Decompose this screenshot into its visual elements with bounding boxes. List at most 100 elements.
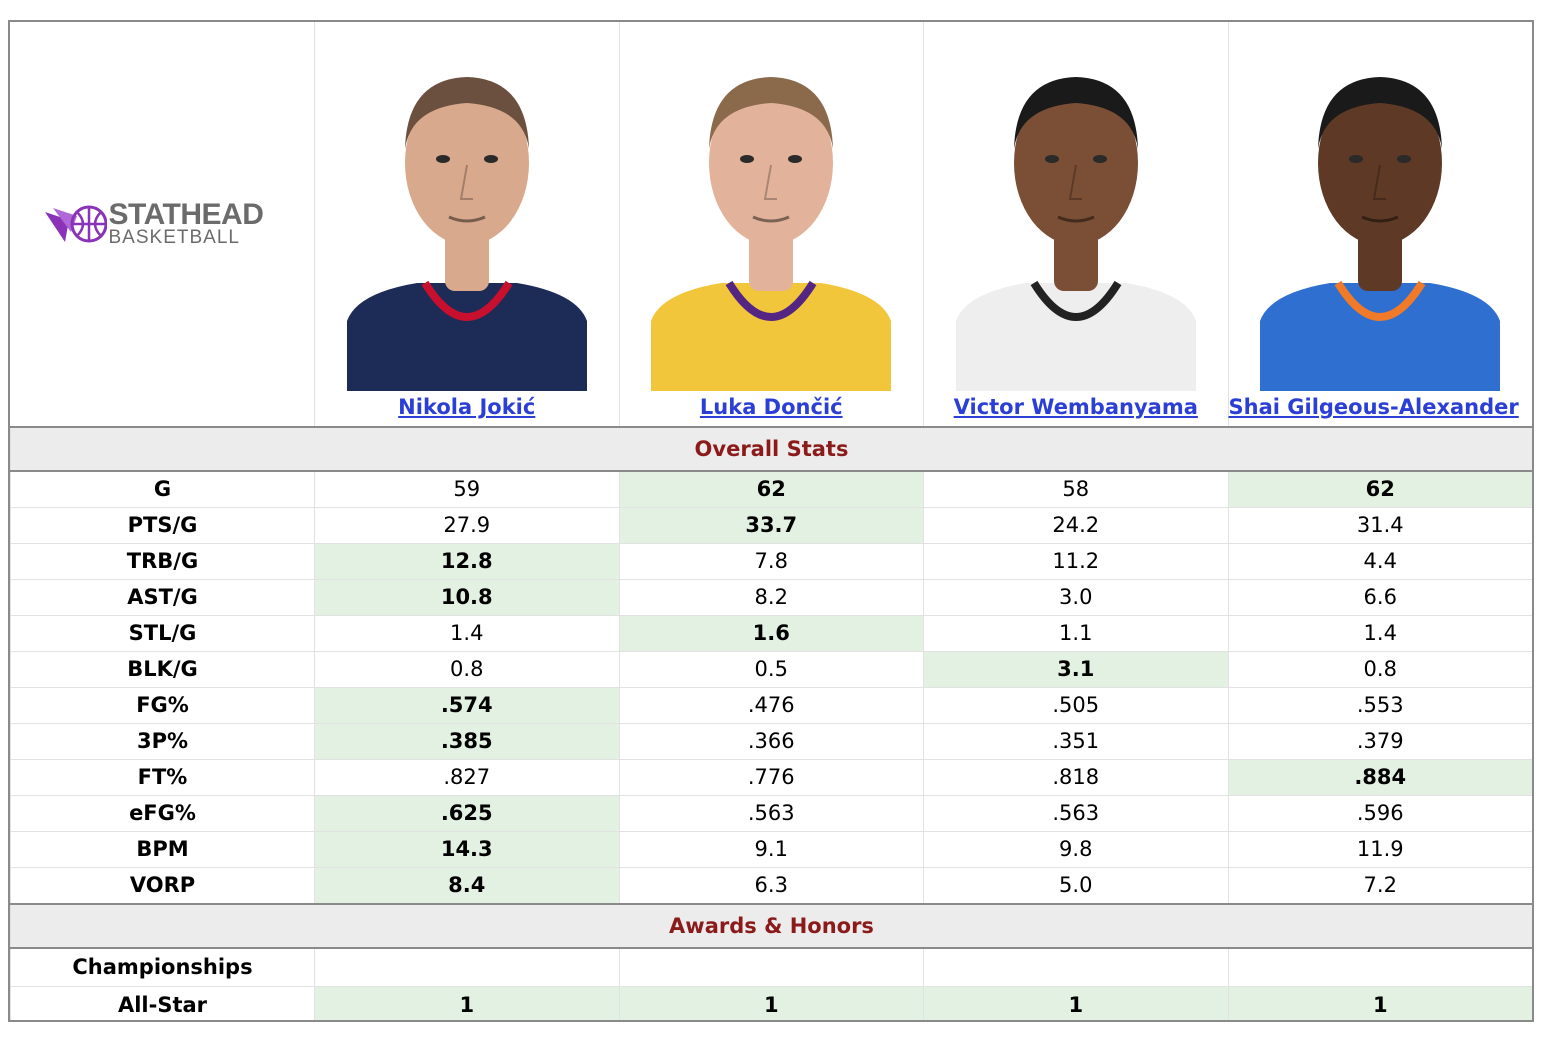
- stat-row: FG% .574.476.505.553: [10, 687, 1532, 724]
- stat-row: VORP 8.4 6.3 5.0 7.2: [10, 867, 1532, 905]
- row-label: BPM: [10, 831, 315, 868]
- award-row: All-Star 1 1 1 1: [10, 986, 1532, 1020]
- headshot-illustration: [1260, 31, 1501, 391]
- stat-value-cell: 1.6: [618, 615, 924, 652]
- stat-value-cell: 31.4: [1227, 507, 1532, 544]
- stat-value-cell: .351: [923, 723, 1229, 760]
- player-name-link[interactable]: Nikola Jokić: [398, 395, 536, 419]
- stat-value-cell: 10.8: [314, 579, 620, 616]
- awards-section-header: Awards & Honors: [10, 903, 1532, 949]
- headshot-illustration: [955, 31, 1196, 391]
- player-header-cell: Luka Dončić: [618, 22, 924, 428]
- stat-value-cell: 9.1: [618, 831, 924, 868]
- stat-value-cell: .827: [314, 759, 620, 796]
- stat-value-cell: 11.2: [923, 543, 1229, 580]
- stat-value-cell: [1227, 947, 1532, 987]
- stat-value-cell: [618, 947, 924, 987]
- player-name-link[interactable]: Luka Dončić: [699, 395, 843, 419]
- stat-value-cell: 0.8: [1227, 651, 1532, 688]
- row-label: Championships: [10, 947, 315, 987]
- headshot-illustration: [651, 31, 892, 391]
- player-comparison-table: STATHEAD BASKETBALL Nikola Jokić Luka Do…: [10, 22, 1532, 1020]
- stat-value-cell: .366: [618, 723, 924, 760]
- stat-value-cell: 1.4: [314, 615, 620, 652]
- section-title: Awards & Honors: [10, 903, 1532, 949]
- stat-value-cell: 33.7: [618, 507, 924, 544]
- stat-value-cell: 24.2: [923, 507, 1229, 544]
- stat-value-cell: 1: [618, 986, 924, 1020]
- stat-value-cell: 1: [314, 986, 620, 1020]
- section-title: Overall Stats: [10, 426, 1532, 472]
- stat-row: 3P% .385.366.351.379: [10, 723, 1532, 760]
- player-headshot: [1260, 31, 1501, 391]
- row-label: PTS/G: [10, 507, 315, 544]
- stat-value-cell: 59: [314, 470, 620, 508]
- row-label: FG%: [10, 687, 315, 724]
- stat-value-cell: 8.4: [314, 867, 620, 905]
- stat-value-cell: 0.8: [314, 651, 620, 688]
- row-label: eFG%: [10, 795, 315, 832]
- stat-value-cell: 1: [923, 986, 1229, 1020]
- stat-value-cell: 7.2: [1227, 867, 1532, 905]
- stat-value-cell: 6.6: [1227, 579, 1532, 616]
- player-header-row: STATHEAD BASKETBALL Nikola Jokić Luka Do…: [10, 22, 1532, 428]
- stat-row: BLK/G 0.8 0.5 3.1 0.8: [10, 651, 1532, 688]
- stat-value-cell: 58: [923, 470, 1229, 508]
- award-row: Championships: [10, 947, 1532, 987]
- stat-value-cell: 1.1: [923, 615, 1229, 652]
- stat-value-cell: 11.9: [1227, 831, 1532, 868]
- player-name-link[interactable]: Victor Wembanyama: [953, 395, 1198, 419]
- stat-value-cell: 3.1: [923, 651, 1229, 688]
- stat-row: AST/G 10.8 8.2 3.0 6.6: [10, 579, 1532, 616]
- row-label: VORP: [10, 867, 315, 905]
- stat-value-cell: .476: [618, 687, 924, 724]
- stat-value-cell: .379: [1227, 723, 1532, 760]
- player-name-link[interactable]: Shai Gilgeous-Alexander: [1228, 395, 1519, 419]
- stat-value-cell: .776: [618, 759, 924, 796]
- headshot-illustration: [346, 31, 587, 391]
- overall-stats-section-header: Overall Stats: [10, 426, 1532, 472]
- stat-value-cell: 1.4: [1227, 615, 1532, 652]
- stat-value-cell: .385: [314, 723, 620, 760]
- player-headshot: [346, 31, 587, 391]
- stat-value-cell: .563: [923, 795, 1229, 832]
- stat-value-cell: 62: [1227, 470, 1532, 508]
- player-header-cell: Victor Wembanyama: [923, 22, 1229, 428]
- player-header-cell: Shai Gilgeous-Alexander: [1227, 22, 1532, 428]
- row-label: STL/G: [10, 615, 315, 652]
- row-label: 3P%: [10, 723, 315, 760]
- stat-row: BPM 14.3 9.1 9.8 11.9: [10, 831, 1532, 868]
- player-headshot: [955, 31, 1196, 391]
- row-label: BLK/G: [10, 651, 315, 688]
- stat-value-cell: 7.8: [618, 543, 924, 580]
- logo-wordmark-bottom: BASKETBALL: [108, 227, 240, 248]
- stat-value-cell: .553: [1227, 687, 1532, 724]
- stat-row: TRB/G 12.8 7.8 11.2 4.4: [10, 543, 1532, 580]
- stat-value-cell: 9.8: [923, 831, 1229, 868]
- stat-value-cell: .563: [618, 795, 924, 832]
- row-label: FT%: [10, 759, 315, 796]
- stat-value-cell: 6.3: [618, 867, 924, 905]
- stat-value-cell: 27.9: [314, 507, 620, 544]
- stat-value-cell: .884: [1227, 759, 1532, 796]
- stat-value-cell: .625: [314, 795, 620, 832]
- row-label: TRB/G: [10, 543, 315, 580]
- stat-value-cell: [923, 947, 1229, 987]
- stat-value-cell: [314, 947, 620, 987]
- logo-cell: STATHEAD BASKETBALL: [10, 22, 315, 428]
- stat-value-cell: 5.0: [923, 867, 1229, 905]
- stat-value-cell: .574: [314, 687, 620, 724]
- stathead-logo: STATHEAD BASKETBALL: [43, 198, 315, 248]
- stat-value-cell: 12.8: [314, 543, 620, 580]
- stathead-basketball-icon: [44, 205, 107, 243]
- stat-row: PTS/G 27.9 33.7 24.2 31.4: [10, 507, 1532, 544]
- logo-wordmark-top: STATHEAD: [108, 198, 264, 231]
- player-header-cell: Nikola Jokić: [314, 22, 620, 428]
- stat-value-cell: 14.3: [314, 831, 620, 868]
- stat-value-cell: 1: [1227, 986, 1532, 1020]
- stat-row: eFG% .625.563.563.596: [10, 795, 1532, 832]
- comparison-frame: STATHEAD BASKETBALL Nikola Jokić Luka Do…: [8, 20, 1534, 1022]
- stat-value-cell: .596: [1227, 795, 1532, 832]
- stat-value-cell: 4.4: [1227, 543, 1532, 580]
- stat-value-cell: .818: [923, 759, 1229, 796]
